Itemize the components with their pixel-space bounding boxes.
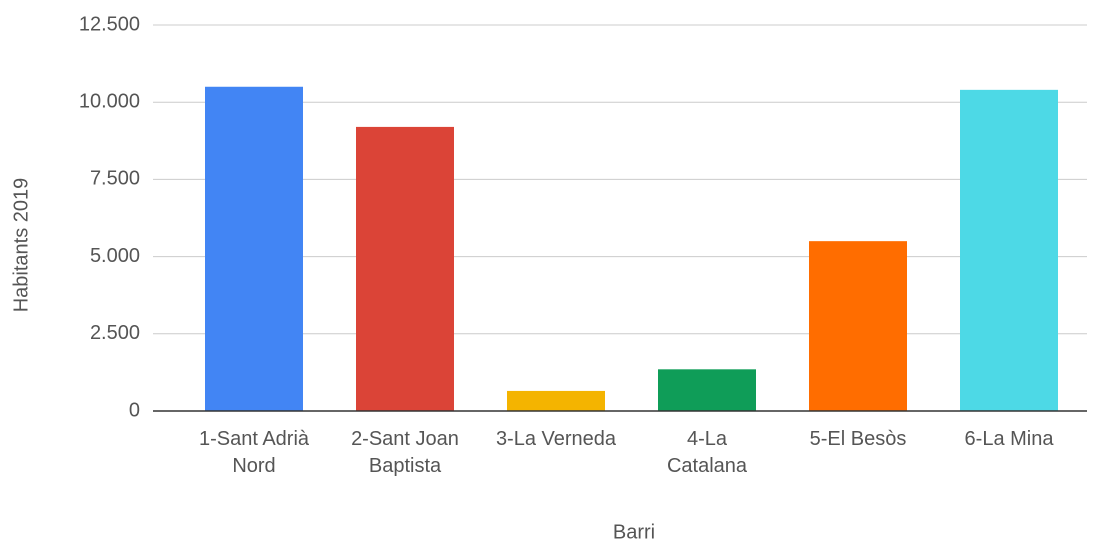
x-tick-label: 1-Sant Adrià Nord: [198, 428, 310, 477]
bar: [960, 89, 1058, 412]
y-tick-label: 7.500: [90, 168, 140, 190]
bar: [658, 369, 756, 411]
x-tick-label: 2-Sant Joan Baptista: [351, 428, 459, 477]
x-tick-label: 4-La Catalana: [666, 428, 748, 477]
y-tick-label: 0: [129, 399, 140, 421]
y-tick-label: 5.000: [90, 245, 140, 267]
bar: [507, 390, 605, 411]
x-tick-label: 6-La Mina: [964, 428, 1054, 450]
y-tick-label: 10.000: [79, 90, 140, 112]
y-axis-label: Habitants 2019: [10, 178, 32, 313]
bar: [809, 241, 907, 411]
x-tick-label: 3-La Verneda: [495, 428, 617, 450]
y-tick-label: 2.500: [90, 322, 140, 344]
x-axis-label: Barri: [613, 521, 655, 542]
y-tick-label: 12.500: [79, 13, 140, 35]
bar: [356, 126, 454, 412]
bar: [205, 86, 303, 411]
x-tick-label: 5-El Besòs: [809, 428, 907, 450]
